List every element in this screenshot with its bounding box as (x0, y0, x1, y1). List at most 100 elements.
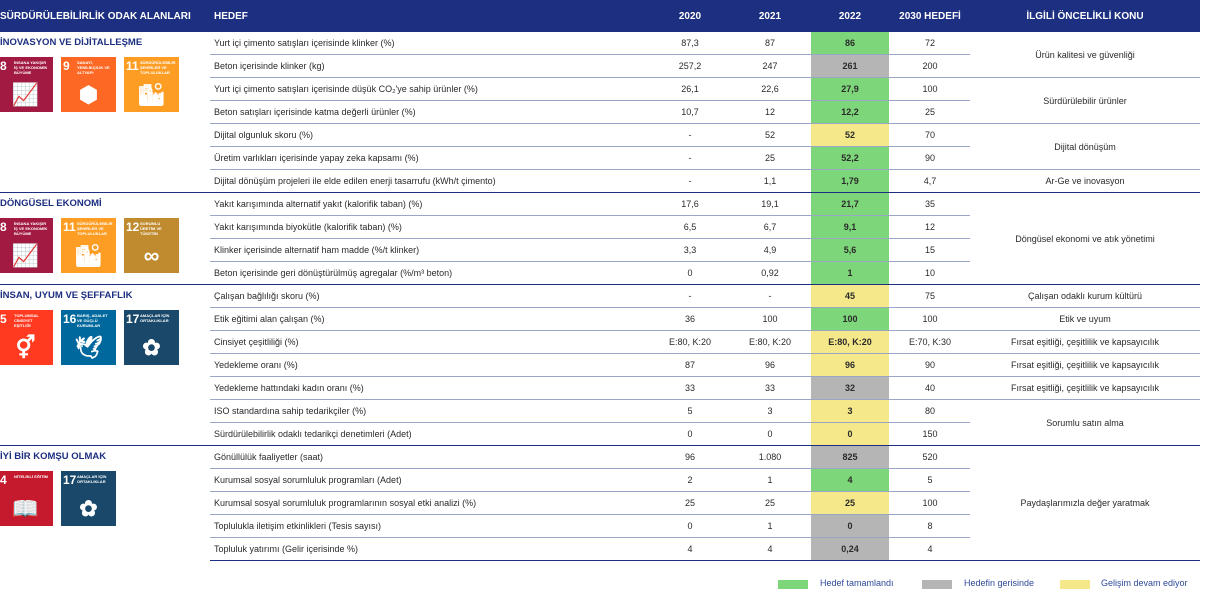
value-2020: 0 (687, 429, 693, 439)
row-divider (210, 514, 970, 515)
sdg-label: SANAYİ, YENİLİKÇİLİK VE ALTYAPI (77, 60, 110, 75)
value-2030: 75 (924, 291, 935, 301)
value-2021: 52 (764, 130, 775, 140)
value-2021: 4,9 (763, 245, 777, 255)
value-2030: 35 (924, 199, 935, 209)
value-2022: 25 (811, 492, 889, 514)
hedef-cell: Çalışan bağlılığı skoru (%) (214, 291, 320, 301)
value-2022: E:80, K:20 (811, 331, 889, 353)
legend-behind: Hedefin gerisinde (964, 578, 1035, 588)
konu-divider (970, 192, 1200, 193)
value-2020: E:80, K:20 (668, 337, 712, 347)
konu-cell: Fırsat eşitliği, çeşitlilik ve kapsayıcı… (1010, 337, 1160, 347)
sdg-pictogram-icon: 📖 (11, 496, 40, 521)
konu-divider (970, 445, 1200, 446)
sdg-label: SÜRDÜRÜLEBİLİR ŞEHİRLER VE TOPLULUKLAR (77, 221, 113, 236)
header-2021: 2021 (758, 11, 782, 22)
value-2020: - (688, 291, 692, 301)
table-row: ISO standardına sahip tedarikçiler (%) 5 3… (210, 400, 970, 423)
row-divider (210, 169, 970, 170)
table-header: SÜRDÜRÜLEBİLİRLİK ODAK ALANLARI HEDEF 20… (0, 0, 1200, 32)
header-konu: İLGİLİ ÖNCELİKLİ KONU (1026, 11, 1144, 22)
value-2030: 10 (924, 268, 935, 278)
row-divider (210, 192, 970, 193)
value-2030: 25 (924, 107, 935, 117)
sdg-number: 5 (0, 312, 7, 326)
value-2030: 100 (922, 498, 938, 508)
row-divider (210, 238, 970, 239)
value-2030: 70 (924, 130, 935, 140)
legend-swatch-behind (922, 580, 952, 589)
table-row: Yurt içi çimento satışları içerisinde dü… (210, 78, 970, 101)
value-2020: 0 (687, 521, 693, 531)
table-row: Dijital dönüşüm projeleri ile elde edile… (210, 170, 970, 193)
sdg-label: BARIŞ, ADALET VE GÜÇLÜ KURUMLAR (77, 313, 108, 328)
konu-cell: Sürdürülebilir ürünler (1043, 95, 1127, 106)
value-2021: 3 (767, 406, 773, 416)
row-divider (210, 215, 970, 216)
hedef-cell: Yakıt karışımında alternatif yakıt (kalo… (214, 199, 423, 209)
value-2030: 520 (922, 452, 938, 462)
value-2021: 6,7 (763, 222, 777, 232)
value-2021: 33 (764, 383, 775, 393)
konu-divider (970, 330, 1200, 331)
header-focus-areas: SÜRDÜRÜLEBİLİRLİK ODAK ALANLARI (0, 11, 191, 22)
table-row: Yurt içi çimento satışları içerisinde kl… (210, 32, 970, 55)
sdg-pictogram-icon: 🏙 (137, 82, 166, 107)
sdg-pictogram-icon: ⬢ (78, 82, 99, 107)
header-2020: 2020 (678, 11, 702, 22)
value-2020: 10,7 (681, 107, 699, 117)
konu-cell: Ar-Ge ve inovasyon (1045, 176, 1125, 186)
row-divider (210, 399, 970, 400)
hedef-cell: Kurumsal sosyal sorumluluk programlarını… (214, 498, 477, 508)
value-2021: 87 (764, 38, 775, 48)
konu-cell: Paydaşlarımızla değer yaratmak (1020, 498, 1150, 508)
legend-swatch-progress (1060, 580, 1090, 589)
row-divider (210, 422, 970, 423)
table-row: Yedekleme oranı (%) 87 96 96 90 (210, 354, 970, 377)
value-2030: 12 (924, 222, 935, 232)
section-title: İYİ BİR KOMŞU OLMAK (0, 451, 107, 462)
sdg-goal-8-icon: 8 İNSANA YAKIŞIR İŞ VE EKONOMİK BÜYÜME 📈 (0, 57, 53, 112)
table-row: Yedekleme hattındaki kadın oranı (%) 33 33… (210, 377, 970, 400)
konu-divider (970, 353, 1200, 354)
row-divider (210, 353, 970, 354)
sdg-pictogram-icon: 📈 (11, 243, 40, 268)
table-row: Etik eğitimi alan çalışan (%) 36 100 100 100 (210, 308, 970, 331)
value-2021: 22,6 (761, 84, 779, 94)
hedef-cell: Dijital olgunluk skoru (%) (214, 130, 314, 140)
table-row: Toplulukla iletişim etkinlikleri (Tesis … (210, 515, 970, 538)
table-row: Klinker içerisinde alternatif ham madde … (210, 239, 970, 262)
sdg-pictogram-icon: ∞ (143, 243, 160, 268)
row-divider (210, 376, 970, 377)
hedef-cell: Topluluk yatırımı (Gelir içerisinde %) (214, 544, 359, 554)
section-title: DÖNGÜSEL EKONOMİ (0, 198, 102, 209)
hedef-cell: Yedekleme oranı (%) (214, 360, 298, 370)
value-2021: 4 (767, 544, 773, 554)
value-2030: 100 (922, 314, 938, 324)
sdg-label: NİTELİKLİ EĞİTİM (14, 474, 48, 479)
konu-cell: Dijital dönüşüm (1054, 141, 1116, 152)
hedef-cell: Yakıt karışımında biyokütle (kalorifik t… (214, 222, 402, 232)
value-2020: - (688, 176, 692, 186)
table-row: Kurumsal sosyal sorumluluk programları (… (210, 469, 970, 492)
row-divider (210, 491, 970, 492)
value-2022: 261 (811, 55, 889, 77)
value-2021: 0,92 (761, 268, 779, 278)
hedef-cell: Yurt içi çimento satışları içerisinde kl… (214, 38, 395, 48)
value-2030: 5 (927, 475, 933, 485)
sdg-goal-17-icon: 17 AMAÇLAR İÇİN ORTAKLIKLAR ✿ (124, 310, 179, 365)
legend-progress: Gelişim devam ediyor (1101, 578, 1188, 588)
row-divider (210, 445, 970, 446)
row-divider (210, 77, 970, 78)
konu-cell: Döngüsel ekonomi ve atık yönetimi (1015, 233, 1155, 244)
value-2021: 25 (764, 153, 775, 163)
hedef-cell: ISO standardına sahip tedarikçiler (%) (214, 406, 367, 416)
konu-divider (970, 77, 1200, 78)
value-2022: 0 (811, 515, 889, 537)
sdg-number: 12 (126, 220, 140, 234)
hedef-cell: Dijital dönüşüm projeleri ile elde edile… (214, 176, 496, 186)
row-divider (210, 261, 970, 262)
value-2030: 90 (924, 153, 935, 163)
value-2022: 21,7 (811, 193, 889, 215)
